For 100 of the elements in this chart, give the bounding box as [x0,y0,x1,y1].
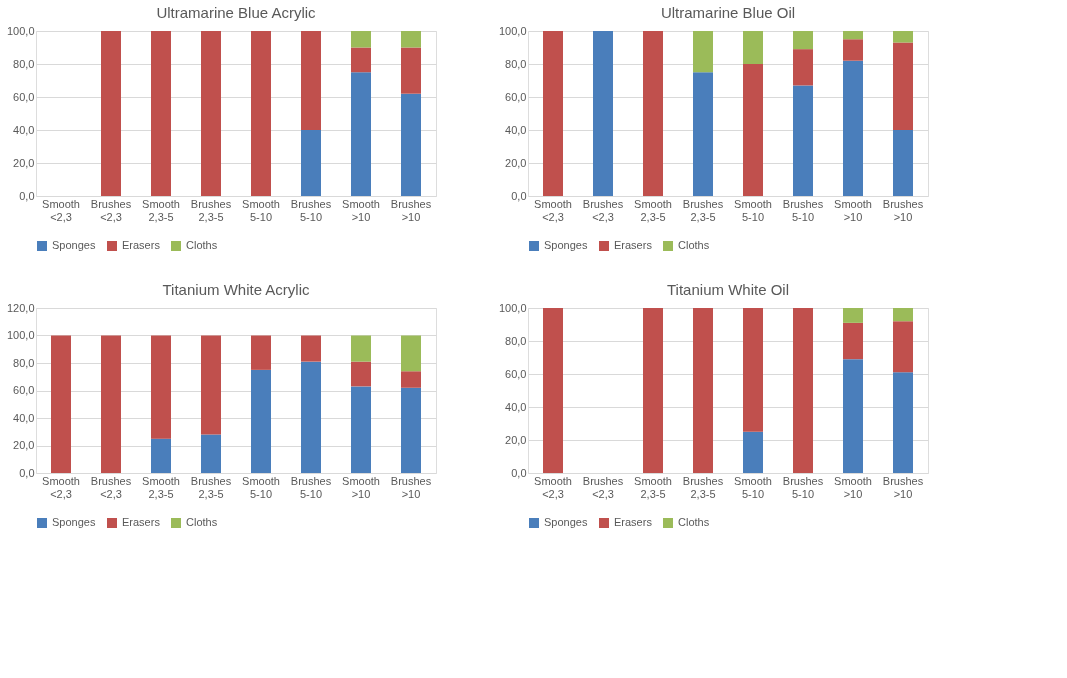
bar [301,361,321,473]
bar [201,434,221,473]
chart-title: Ultramarine Blue Oil [660,4,796,21]
y-tick-label: 60,0 [13,384,35,396]
legend-label: Cloths [186,239,218,251]
bar [351,361,371,387]
y-tick-label: 60,0 [505,367,527,380]
bar [301,335,321,362]
bar [351,72,371,196]
bar [693,308,713,473]
bar [151,31,171,196]
legend-label: Sponges [52,239,96,251]
x-tick-label: Smooth >10 [342,197,380,223]
x-tick-label: Brushes 5-10 [290,197,332,223]
x-tick-label: Smooth 2,3-5 [142,197,180,223]
bar [793,308,813,473]
x-tick-label: Smooth <2,3 [42,197,80,223]
bar [893,372,913,473]
bar [543,31,563,196]
x-tick-label: Smooth 2,3-5 [634,474,672,500]
x-tick-label: Smooth 5-10 [242,197,280,223]
chart-title: Titanium White Acrylic [162,281,310,298]
x-tick-label: Brushes >10 [882,474,924,500]
legend-label: Erasers [122,239,161,251]
bar [893,31,913,43]
bar [301,31,321,130]
legend-label: Cloths [678,516,710,528]
chart-title: Titanium White Oil [667,281,789,298]
bar [401,371,421,388]
x-tick-label: Brushes >10 [390,474,432,500]
y-tick-label: 0,0 [511,189,527,202]
bar [351,386,371,473]
bar [743,431,763,473]
y-tick-label: 60,0 [505,90,527,103]
bar [51,335,71,473]
y-tick-label: 20,0 [505,156,527,169]
legend-label: Erasers [614,239,653,251]
bar [301,130,321,196]
y-tick-label: 120,0 [6,301,35,314]
bar [401,31,421,48]
bar [251,31,271,196]
legend-label: Sponges [544,516,588,528]
bar [401,47,421,94]
x-tick-label: Brushes <2,3 [90,474,132,500]
x-tick-label: Smooth <2,3 [42,474,80,500]
bar [593,31,613,196]
bar [793,85,813,196]
bar [893,321,913,373]
y-tick-label: 80,0 [505,334,527,347]
bar [893,308,913,322]
bar [251,335,271,370]
bar [693,31,713,73]
bar [151,335,171,439]
bar [743,64,763,196]
x-tick-label: Smooth >10 [342,474,380,500]
bar [793,31,813,50]
x-tick-label: Brushes >10 [390,197,432,223]
x-tick-label: Brushes 5-10 [782,474,824,500]
bar [151,438,171,473]
bar [251,369,271,473]
bar [843,322,863,360]
y-tick-label: 20,0 [13,439,35,451]
y-tick-label: 100,0 [498,24,527,37]
x-tick-label: Smooth 5-10 [242,474,280,500]
x-tick-label: Brushes <2,3 [90,197,132,223]
x-tick-label: Brushes <2,3 [582,197,624,223]
x-tick-label: Brushes 5-10 [290,474,332,500]
x-tick-label: Brushes <2,3 [582,474,624,500]
legend-label: Cloths [678,239,710,251]
bar [893,130,913,196]
x-tick-label: Smooth >10 [834,474,872,500]
bar [743,308,763,432]
bar [201,335,221,435]
bar [351,31,371,48]
x-tick-label: Smooth 2,3-5 [142,474,180,500]
x-tick-label: Smooth 5-10 [734,474,772,500]
bar [843,31,863,40]
x-tick-label: Brushes 2,3-5 [682,474,724,500]
y-tick-label: 40,0 [13,123,35,136]
bar [101,335,121,473]
x-tick-label: Smooth >10 [834,197,872,223]
y-tick-label: 40,0 [505,400,527,413]
x-tick-label: Brushes >10 [882,197,924,223]
bar [743,31,763,64]
y-tick-label: 80,0 [13,57,35,70]
bar [351,47,371,73]
y-tick-label: 0,0 [19,189,35,202]
legend-label: Cloths [186,516,218,528]
x-tick-label: Smooth <2,3 [534,197,572,223]
y-tick-label: 20,0 [505,433,527,446]
y-tick-label: 40,0 [13,411,35,424]
bar [693,72,713,196]
bar [101,31,121,196]
legend-label: Sponges [544,239,588,251]
x-tick-label: Brushes 2,3-5 [682,197,724,223]
y-tick-label: 100,0 [498,301,527,314]
y-tick-label: 100,0 [6,24,35,37]
legend-label: Sponges [52,516,96,528]
bar [643,31,663,196]
bar [543,308,563,473]
